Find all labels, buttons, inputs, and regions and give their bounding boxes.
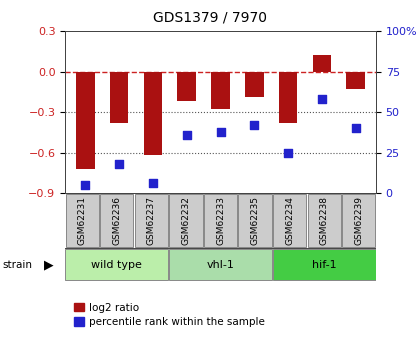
FancyBboxPatch shape	[342, 194, 375, 247]
Text: GDS1379 / 7970: GDS1379 / 7970	[153, 10, 267, 24]
Text: GSM62238: GSM62238	[320, 196, 328, 245]
Bar	[245, 71, 264, 97]
Bar	[177, 71, 196, 101]
Legend: log2 ratio, percentile rank within the sample: log2 ratio, percentile rank within the s…	[70, 298, 269, 331]
Text: GSM62231: GSM62231	[78, 196, 87, 245]
FancyBboxPatch shape	[135, 194, 168, 247]
FancyBboxPatch shape	[307, 194, 341, 247]
Text: vhl-1: vhl-1	[207, 260, 234, 270]
Bar	[279, 71, 297, 123]
Text: wild type: wild type	[92, 260, 142, 270]
Text: strain: strain	[2, 260, 32, 270]
Point	[116, 161, 123, 167]
Text: hif-1: hif-1	[312, 260, 336, 270]
Text: GSM62233: GSM62233	[216, 196, 225, 245]
Bar	[110, 71, 129, 123]
FancyBboxPatch shape	[169, 249, 272, 280]
Point	[217, 129, 224, 134]
FancyBboxPatch shape	[66, 194, 99, 247]
Bar	[211, 71, 230, 109]
Point	[318, 96, 325, 102]
FancyBboxPatch shape	[239, 194, 272, 247]
FancyBboxPatch shape	[169, 194, 202, 247]
Text: ▶: ▶	[44, 258, 53, 271]
Text: GSM62234: GSM62234	[285, 196, 294, 245]
Point	[352, 126, 359, 131]
Bar	[346, 71, 365, 89]
Text: GSM62236: GSM62236	[113, 196, 121, 245]
Point	[184, 132, 190, 138]
Point	[285, 150, 291, 155]
Text: GSM62237: GSM62237	[147, 196, 156, 245]
Bar	[76, 71, 94, 169]
FancyBboxPatch shape	[66, 249, 168, 280]
FancyBboxPatch shape	[204, 194, 237, 247]
Text: GSM62232: GSM62232	[181, 196, 190, 245]
Point	[150, 181, 156, 186]
Point	[82, 182, 89, 188]
FancyBboxPatch shape	[273, 194, 306, 247]
Bar	[144, 71, 162, 155]
Bar	[312, 55, 331, 71]
FancyBboxPatch shape	[273, 249, 375, 280]
FancyBboxPatch shape	[100, 194, 134, 247]
Text: GSM62239: GSM62239	[354, 196, 363, 245]
Point	[251, 122, 257, 128]
Text: GSM62235: GSM62235	[251, 196, 260, 245]
